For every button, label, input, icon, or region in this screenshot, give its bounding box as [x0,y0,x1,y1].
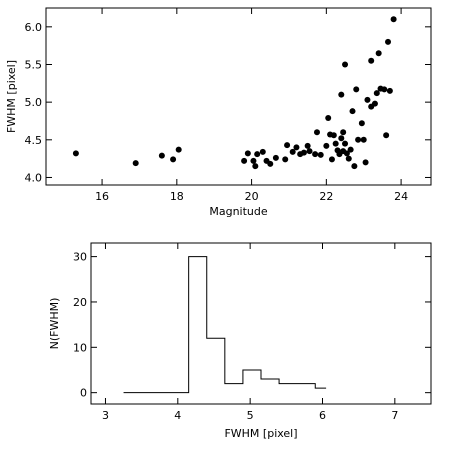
scatter-y-tick-label: 4.5 [25,134,43,147]
scatter-point [347,146,354,153]
histogram-panel: 3 4 5 6 7 0 10 20 30 FWHM [pixel] N(FWHM) [48,242,432,440]
histogram-plot-frame [90,242,432,405]
scatter-x-tick-label: 20 [245,190,259,203]
scatter-panel: 16 18 20 22 24 4.0 4.5 5.0 5.5 6.0 Magnitude FWHM… [5,7,432,218]
scatter-point [353,86,360,93]
scatter-point [385,38,392,45]
histogram-tick-labels: 3 4 5 6 7 0 10 20 30 [73,251,398,422]
scatter-axis-ticks [46,8,431,185]
scatter-point [72,150,79,157]
scatter-tick-labels: 16 18 20 22 24 4.0 4.5 5.0 5.5 6.0 [25,21,409,203]
scatter-point [158,152,165,159]
scatter-point [349,108,356,115]
scatter-point [338,135,345,142]
scatter-point [345,155,352,162]
scatter-point [342,140,349,147]
scatter-point [313,129,320,136]
scatter-point [360,136,367,143]
scatter-point [342,61,349,68]
scatter-point [338,91,345,98]
scatter-point [371,100,378,107]
scatter-point [306,148,313,155]
scatter-x-tick-label: 22 [319,190,333,203]
scatter-point [343,150,350,157]
scatter-point [332,140,339,147]
scatter-y-tick-label: 4.0 [25,171,43,184]
histogram-x-tick-label: 4 [174,409,181,422]
histogram-y-tick-label: 0 [80,387,87,400]
scatter-point [267,160,274,167]
scatter-point [330,132,337,139]
scatter-point [362,159,369,166]
scatter-point [304,142,311,149]
scatter-point [252,163,259,170]
scatter-point [355,136,362,143]
histogram-step-line [123,256,327,394]
histogram-x-tick-label: 3 [102,409,109,422]
scatter-point [383,132,390,139]
histogram-y-tick-label: 10 [73,341,87,354]
scatter-point [170,156,177,163]
scatter-point [368,57,375,64]
scatter-point [381,86,388,93]
scatter-point [340,129,347,136]
scatter-point [241,157,248,164]
scatter-point [259,148,266,155]
scatter-point [284,142,291,149]
histogram-y-tick-label: 30 [73,251,87,264]
scatter-point [317,151,324,158]
scatter-point [244,150,251,157]
scatter-point [300,149,307,156]
histogram-y-tick-label: 20 [73,296,87,309]
scatter-y-tick-label: 5.5 [25,58,43,71]
scatter-point [254,151,261,158]
scatter-point [358,120,365,127]
scatter-point [373,90,380,97]
scatter-points [72,16,397,170]
scatter-x-axis-label: Magnitude [209,205,268,218]
scatter-point [323,142,330,149]
scatter-point [293,144,300,151]
histogram-x-tick-label: 6 [319,409,326,422]
scatter-point [375,50,382,57]
scatter-point [325,114,332,121]
histogram-x-axis-label: FWHM [pixel] [224,427,297,440]
scatter-point [282,156,289,163]
scatter-point [250,157,257,164]
scatter-point [272,154,279,161]
scatter-point [351,163,358,170]
scatter-y-tick-label: 6.0 [25,21,43,34]
scatter-point [386,87,393,94]
histogram-axis-ticks [91,243,431,404]
histogram-x-tick-label: 5 [247,409,254,422]
scatter-y-tick-label: 5.0 [25,96,43,109]
scatter-point [132,160,139,167]
scatter-point [390,16,397,23]
histogram-x-tick-label: 7 [391,409,398,422]
histogram-y-axis-label: N(FWHM) [48,298,61,350]
scatter-x-tick-label: 18 [170,190,184,203]
scatter-plot-frame [45,7,432,186]
scatter-point [175,146,182,153]
scatter-point [364,96,371,103]
scatter-x-tick-label: 16 [95,190,109,203]
scatter-point [289,148,296,155]
scatter-x-tick-label: 24 [394,190,408,203]
scatter-y-axis-label: FWHM [pixel] [5,60,18,133]
scatter-point [312,151,319,158]
scatter-point [328,156,335,163]
